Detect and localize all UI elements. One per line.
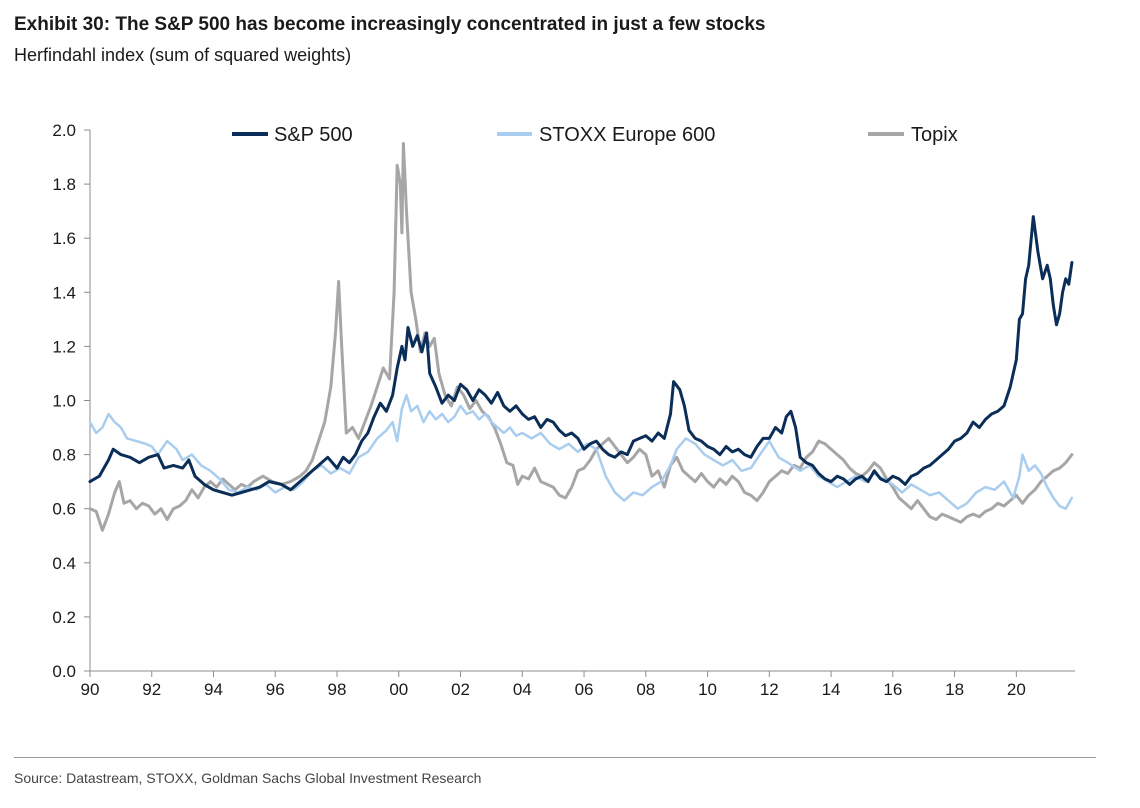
y-tick-label: 1.6 [52,229,76,248]
y-tick-label: 1.0 [52,392,76,411]
y-tick-label: 0.0 [52,662,76,681]
chart-legend: S&P 500 STOXX Europe 600 Topix [232,124,958,146]
x-tick-label: 00 [389,680,408,699]
x-tick-label: 94 [204,680,223,699]
x-tick-label: 14 [822,680,841,699]
y-tick-label: 0.8 [52,446,76,465]
series-line-topix [88,142,1074,532]
chart-title: Exhibit 30: The S&P 500 has become incre… [14,14,766,35]
legend-label: Topix [911,124,958,146]
x-tick-label: 96 [266,680,285,699]
x-tick-label: 98 [328,680,347,699]
x-axis: 90 92 94 96 98 00 02 04 06 08 10 12 14 16 18 20 [81,670,1075,699]
source-note: Source: Datastream, STOXX, Goldman Sachs… [14,770,482,786]
y-tick-label: 1.4 [52,283,76,302]
x-tick-label: 06 [575,680,594,699]
legend-label: S&P 500 [274,124,353,146]
footer-divider [14,757,1096,758]
y-tick-label: 0.2 [52,608,76,627]
x-tick-label: 04 [513,680,532,699]
legend-label: STOXX Europe 600 [539,124,715,146]
x-tick-label: 18 [945,680,964,699]
x-tick-label: 16 [883,680,902,699]
y-tick-label: 0.6 [52,500,76,519]
y-tick-label: 0.4 [52,554,76,573]
y-tick-label: 1.8 [52,175,76,194]
y-tick-label: 2.0 [52,121,76,140]
x-tick-label: 02 [451,680,470,699]
x-tick-label: 90 [81,680,100,699]
series-line-s-p-500 [88,215,1074,497]
series-layer [88,142,1074,532]
y-axis: 0.0 0.2 0.4 0.6 0.8 1.0 1.2 1.4 1.6 1.8 2.0 [52,121,91,681]
x-tick-label: 08 [636,680,655,699]
x-tick-label: 92 [142,680,161,699]
x-tick-label: 10 [698,680,717,699]
line-chart: 0.0 0.2 0.4 0.6 0.8 1.0 1.2 1.4 1.6 1.8 2.0 90 92 94… [52,121,1075,699]
y-tick-label: 1.2 [52,337,76,356]
x-tick-label: 12 [760,680,779,699]
chart-subtitle: Herfindahl index (sum of squared weights… [14,45,352,65]
x-tick-label: 20 [1007,680,1026,699]
series-line-stoxx-europe-600 [88,393,1074,510]
